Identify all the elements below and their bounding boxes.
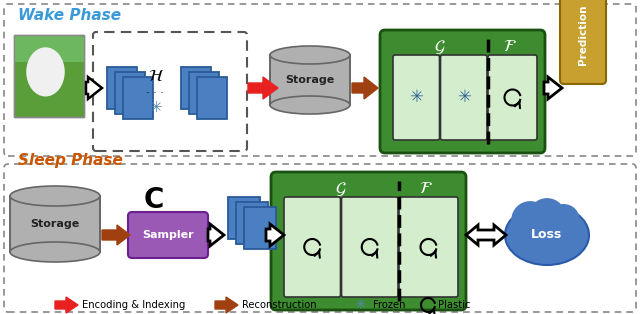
FancyBboxPatch shape xyxy=(380,30,545,153)
Ellipse shape xyxy=(26,47,65,96)
Text: Frozen: Frozen xyxy=(373,300,406,310)
Text: $\mathbf{C}$: $\mathbf{C}$ xyxy=(143,186,163,214)
Polygon shape xyxy=(102,225,130,245)
Text: Reconstruction: Reconstruction xyxy=(242,300,317,310)
Text: $\mathcal{F}$: $\mathcal{F}$ xyxy=(419,180,433,197)
Ellipse shape xyxy=(10,186,100,206)
Bar xyxy=(270,55,350,105)
Bar xyxy=(14,35,84,117)
Text: ✳: ✳ xyxy=(410,89,423,106)
Polygon shape xyxy=(352,77,378,99)
FancyBboxPatch shape xyxy=(107,67,137,109)
FancyBboxPatch shape xyxy=(236,202,268,244)
Text: Loss: Loss xyxy=(531,229,563,241)
FancyBboxPatch shape xyxy=(560,0,606,84)
Polygon shape xyxy=(215,297,238,313)
Text: ✳: ✳ xyxy=(148,100,161,116)
FancyBboxPatch shape xyxy=(271,172,466,310)
Text: $\mathcal{H}$: $\mathcal{H}$ xyxy=(148,67,164,85)
FancyBboxPatch shape xyxy=(244,207,276,249)
Text: Wake Phase: Wake Phase xyxy=(18,8,121,23)
Polygon shape xyxy=(86,77,102,99)
Bar xyxy=(10,196,100,252)
FancyBboxPatch shape xyxy=(115,72,145,114)
Text: Sleep Phase: Sleep Phase xyxy=(18,153,123,168)
Polygon shape xyxy=(248,77,278,99)
Polygon shape xyxy=(544,77,562,99)
Bar xyxy=(14,35,84,62)
Bar xyxy=(14,35,84,117)
Text: $\mathcal{G}$: $\mathcal{G}$ xyxy=(434,38,446,56)
Text: $\mathcal{G}$: $\mathcal{G}$ xyxy=(335,180,347,198)
FancyBboxPatch shape xyxy=(284,197,340,297)
FancyBboxPatch shape xyxy=(123,77,153,119)
Polygon shape xyxy=(55,297,78,313)
Text: ✳: ✳ xyxy=(354,298,366,312)
Circle shape xyxy=(528,198,566,236)
Text: Prediction: Prediction xyxy=(578,5,588,65)
FancyBboxPatch shape xyxy=(393,55,440,140)
Polygon shape xyxy=(466,225,506,245)
Ellipse shape xyxy=(505,205,589,265)
FancyBboxPatch shape xyxy=(93,32,247,151)
Text: $\mathcal{F}$: $\mathcal{F}$ xyxy=(503,38,517,55)
Ellipse shape xyxy=(270,96,350,114)
FancyBboxPatch shape xyxy=(128,212,208,258)
FancyBboxPatch shape xyxy=(197,77,227,119)
FancyBboxPatch shape xyxy=(189,72,219,114)
FancyBboxPatch shape xyxy=(228,197,260,239)
Ellipse shape xyxy=(10,242,100,262)
Circle shape xyxy=(548,204,580,236)
FancyBboxPatch shape xyxy=(399,197,458,297)
Text: Storage: Storage xyxy=(30,219,79,229)
Circle shape xyxy=(559,215,586,242)
Text: Storage: Storage xyxy=(285,75,335,85)
FancyBboxPatch shape xyxy=(342,197,398,297)
FancyBboxPatch shape xyxy=(488,55,537,140)
Text: Encoding & Indexing: Encoding & Indexing xyxy=(82,300,186,310)
FancyBboxPatch shape xyxy=(181,67,211,109)
FancyBboxPatch shape xyxy=(440,55,487,140)
Text: · · ·: · · · xyxy=(146,88,164,98)
Polygon shape xyxy=(208,224,224,246)
Text: ✳: ✳ xyxy=(457,89,470,106)
Circle shape xyxy=(511,201,549,239)
Text: Sampler: Sampler xyxy=(142,230,194,240)
Ellipse shape xyxy=(270,46,350,64)
Polygon shape xyxy=(266,224,284,246)
Circle shape xyxy=(508,215,535,242)
Text: Plastic: Plastic xyxy=(438,300,470,310)
